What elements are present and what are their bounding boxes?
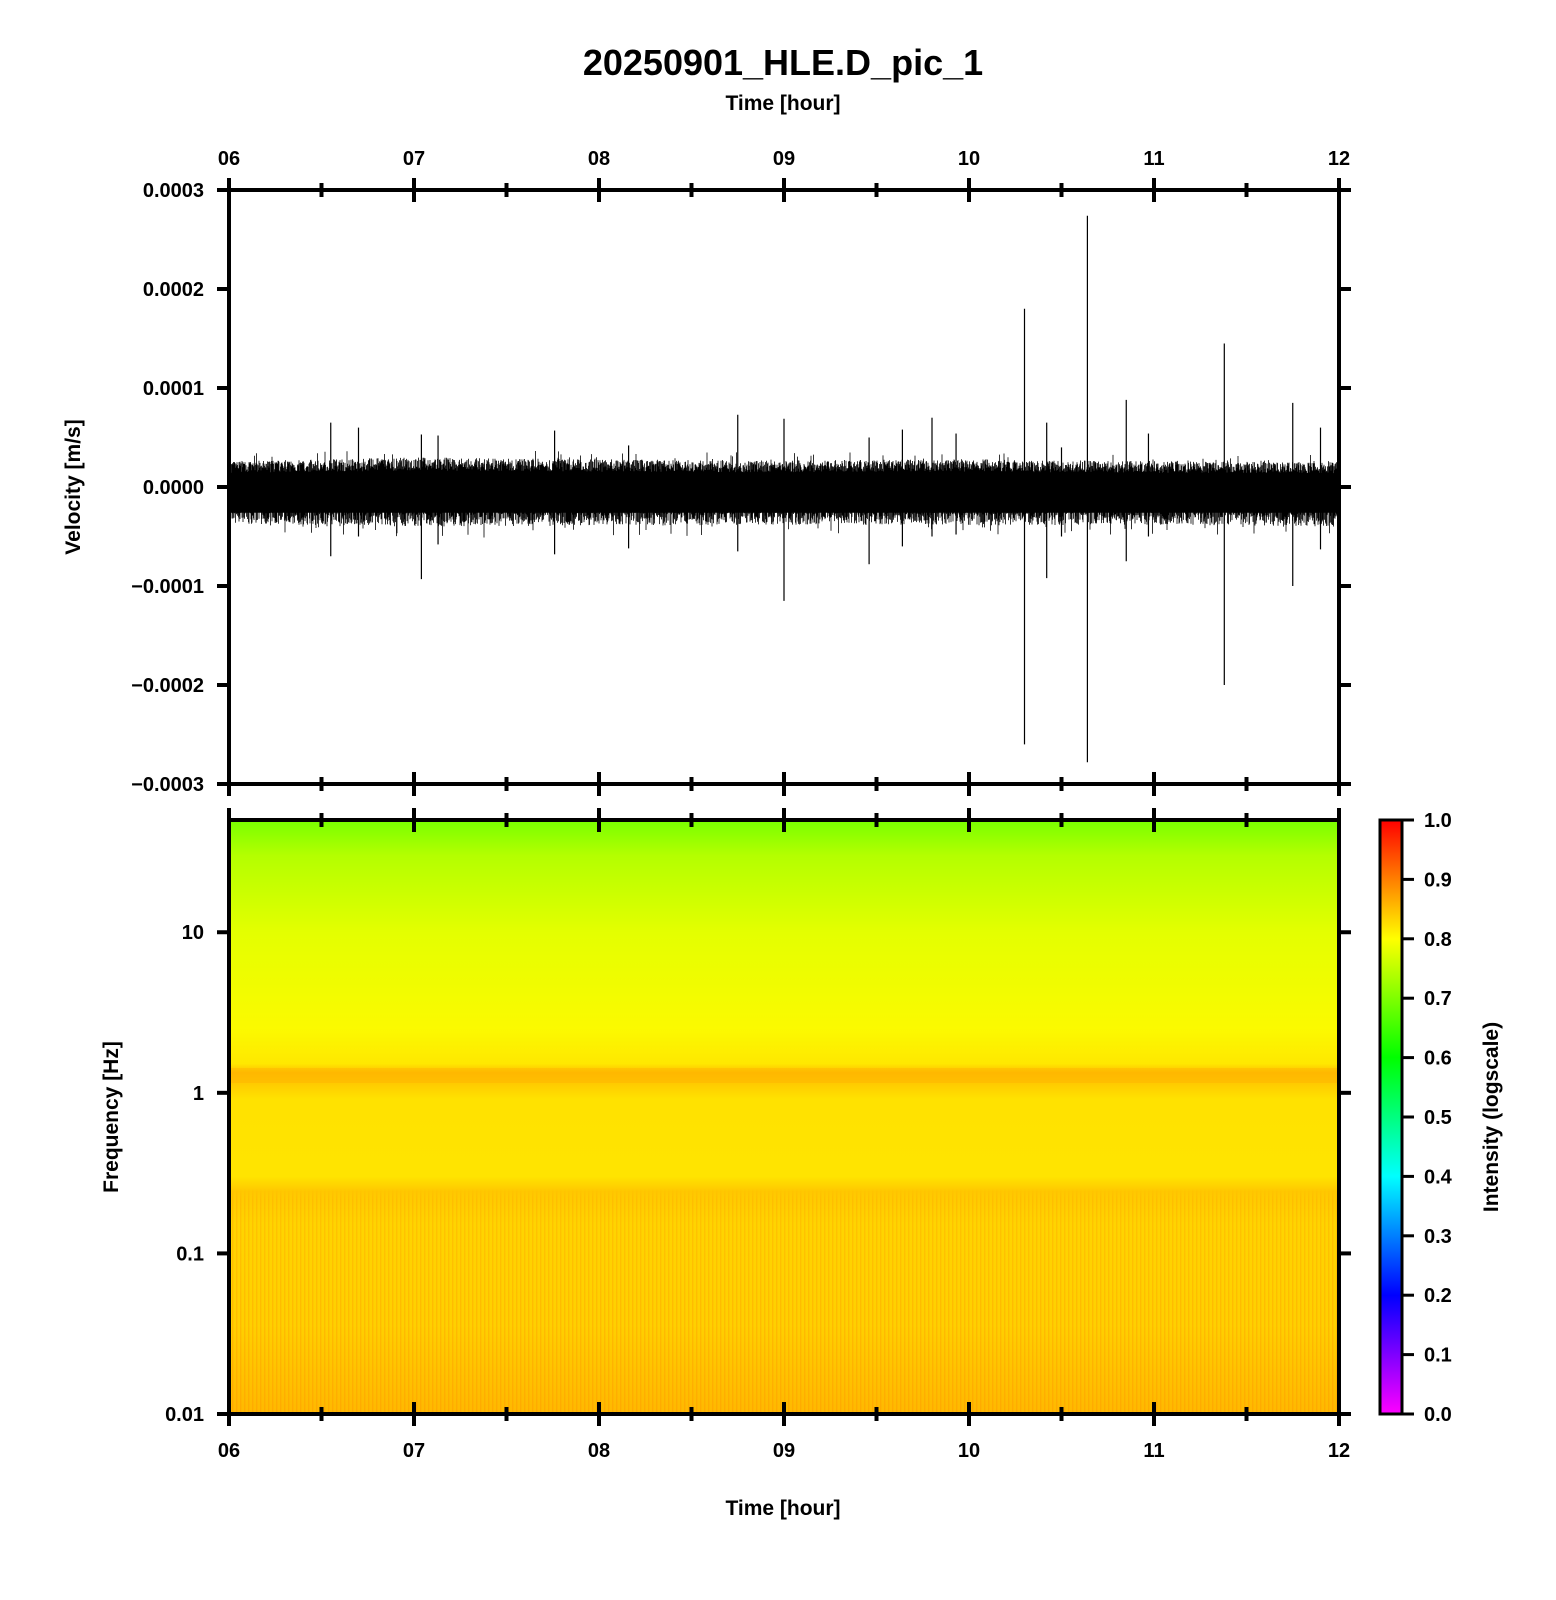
waveform-spikes: [330, 215, 1322, 763]
x-tick-label: 09: [773, 148, 795, 170]
freq-tick-label: 1: [193, 1083, 204, 1105]
x-tick-label: 10: [958, 1440, 980, 1462]
colorbar-tick-label: 0.6: [1424, 1048, 1452, 1070]
spectrogram-panel: 06 07 08 09 10 11 12 0.01 0.1 1 10 Frequency [Hz]…: [100, 808, 1351, 1520]
x-tick-label: 06: [218, 148, 240, 170]
x-tick-label: 12: [1328, 148, 1350, 170]
chart-title: 20250901_HLE.D_pic_1: [583, 42, 983, 83]
colorbar-tick-label: 0.9: [1424, 869, 1452, 891]
y-tick-label: −0.0003: [131, 774, 204, 796]
freq-tick-label: 10: [182, 922, 204, 944]
x-tick-label: 10: [958, 148, 980, 170]
colorbar-tick-label: 0.0: [1424, 1404, 1452, 1426]
waveform-y-axis-label: Velocity [m/s]: [62, 419, 85, 554]
spectrogram-band-1hz: [229, 1068, 1339, 1083]
colorbar: 0.0 0.1 0.2 0.3 0.4 0.5 0.6 0.7 0.8 0.9 1.0 Intens…: [1378, 810, 1503, 1426]
colorbar-tick-label: 0.3: [1424, 1226, 1452, 1248]
y-tick-label: 0.0003: [143, 180, 204, 202]
x-tick-label: 09: [773, 1440, 795, 1462]
waveform-panel: 06 07 08 09 10 11 12 −0.0003 −0.0002 −0.0001 0.00…: [62, 148, 1351, 796]
y-tick-label: 0.0000: [143, 477, 204, 499]
spectrogram-texture: [229, 820, 1339, 1414]
colorbar-ticks: 0.0 0.1 0.2 0.3 0.4 0.5 0.6 0.7 0.8 0.9 1.0: [1402, 810, 1453, 1426]
x-tick-label: 07: [403, 1440, 425, 1462]
colorbar-tick-label: 0.1: [1424, 1345, 1452, 1367]
colorbar-tick-label: 0.8: [1424, 929, 1452, 951]
freq-tick-label: 0.1: [176, 1243, 204, 1265]
colorbar-tick-label: 0.4: [1424, 1166, 1453, 1188]
colorbar-tick-label: 0.7: [1424, 988, 1452, 1010]
x-tick-label: 07: [403, 148, 425, 170]
top-x-axis-label: Time [hour]: [725, 92, 840, 115]
freq-tick-label: 0.01: [165, 1404, 204, 1426]
colorbar-tick-label: 0.2: [1424, 1285, 1452, 1307]
x-tick-label: 12: [1328, 1440, 1350, 1462]
spectrogram-y-axis-label: Frequency [Hz]: [100, 1041, 123, 1193]
y-tick-label: 0.0002: [143, 279, 204, 301]
colorbar-tick-label: 1.0: [1424, 810, 1452, 832]
spectrogram-y-ticks: 0.01 0.1 1 10: [165, 922, 1351, 1426]
x-tick-label: 11: [1143, 148, 1164, 170]
colorbar-label: Intensity (logscale): [1480, 1022, 1503, 1212]
colorbar-gradient: [1380, 820, 1402, 1414]
waveform-y-ticks: −0.0003 −0.0002 −0.0001 0.0000 0.0001 0.0002 0…: [131, 180, 1351, 796]
x-tick-label: 08: [588, 148, 610, 170]
y-tick-label: −0.0002: [131, 675, 204, 697]
colorbar-tick-label: 0.5: [1424, 1107, 1452, 1129]
bottom-x-axis-label: Time [hour]: [725, 1497, 840, 1520]
x-tick-label: 08: [588, 1440, 610, 1462]
x-tick-label: 11: [1143, 1440, 1164, 1462]
x-tick-label: 06: [218, 1440, 240, 1462]
y-tick-label: −0.0001: [131, 576, 204, 598]
y-tick-label: 0.0001: [143, 378, 204, 400]
